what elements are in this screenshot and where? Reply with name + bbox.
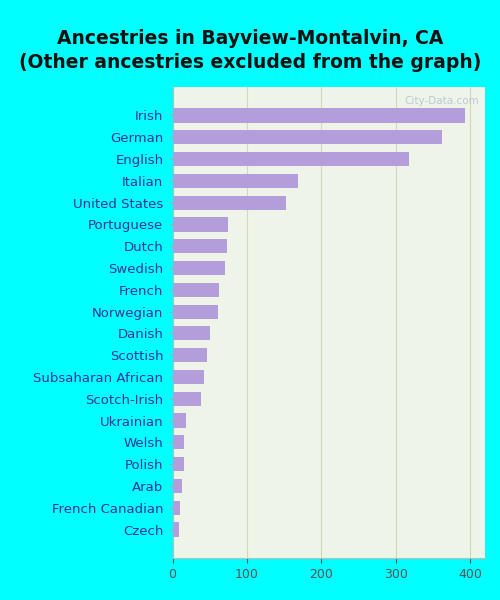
Bar bbox=[172, 413, 186, 428]
Text: Ancestries in Bayview-Montalvin, CA: Ancestries in Bayview-Montalvin, CA bbox=[57, 29, 443, 49]
Bar bbox=[172, 392, 201, 406]
Bar bbox=[172, 305, 218, 319]
Bar bbox=[172, 174, 298, 188]
Bar bbox=[172, 348, 206, 362]
Bar bbox=[172, 500, 180, 515]
Bar bbox=[172, 326, 210, 340]
Bar bbox=[172, 261, 225, 275]
Bar bbox=[172, 130, 442, 145]
Bar bbox=[172, 152, 409, 166]
Bar bbox=[172, 196, 286, 210]
Text: (Other ancestries excluded from the graph): (Other ancestries excluded from the grap… bbox=[19, 53, 481, 73]
Text: City-Data.com: City-Data.com bbox=[404, 97, 479, 106]
Bar bbox=[172, 479, 182, 493]
Bar bbox=[172, 370, 204, 384]
Bar bbox=[172, 109, 465, 122]
Bar bbox=[172, 457, 184, 471]
Bar bbox=[172, 435, 184, 449]
Bar bbox=[172, 217, 229, 232]
Bar bbox=[172, 283, 220, 297]
Bar bbox=[172, 239, 227, 253]
Bar bbox=[172, 523, 179, 536]
